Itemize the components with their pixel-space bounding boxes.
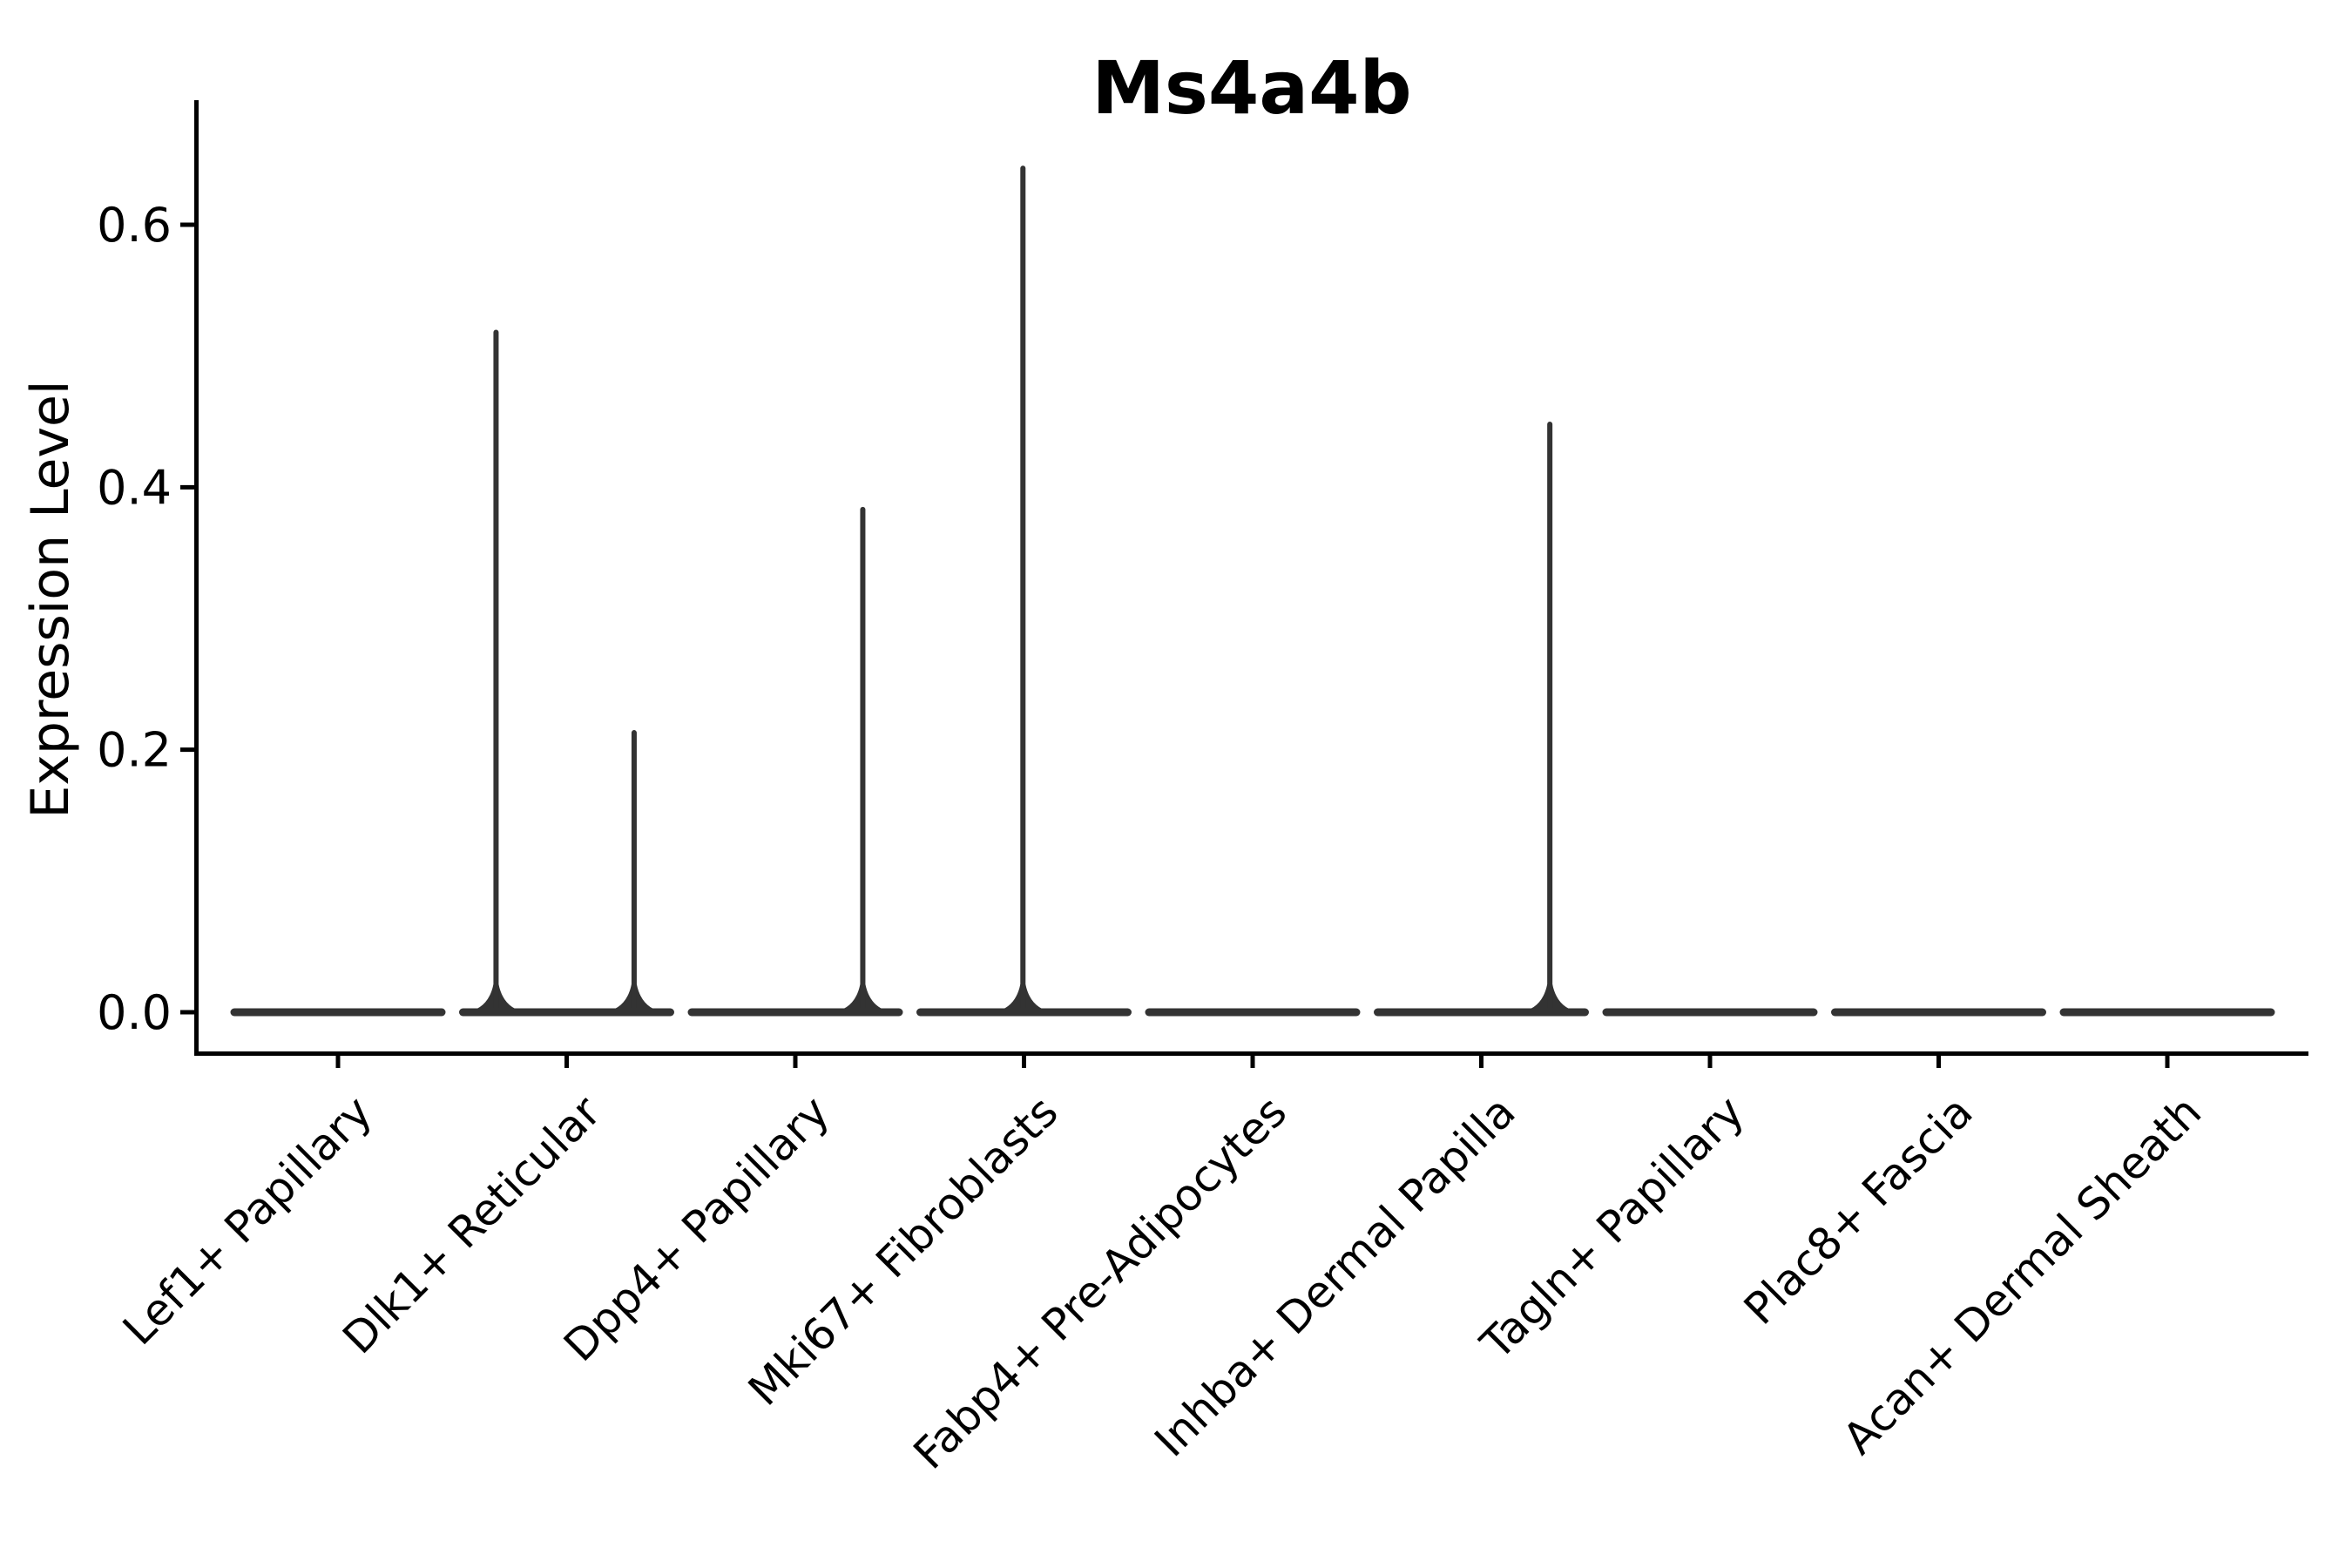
x-tick-label: Lef1+ Papillary xyxy=(113,1086,382,1355)
y-axis-tick-labels: 0.0 0.2 0.4 0.6 xyxy=(97,198,172,1040)
y-tick-label: 0.4 xyxy=(97,460,172,515)
axes-group xyxy=(180,100,2308,1068)
violin-2 xyxy=(459,329,674,1017)
y-tick-label: 0.2 xyxy=(97,723,172,778)
chart-title: Ms4a4b xyxy=(1092,45,1411,131)
y-axis-label: Expression Level xyxy=(20,380,81,818)
x-tick-label: Fabp4+ Pre-Adipocytes xyxy=(904,1086,1297,1479)
y-tick-label: 0.6 xyxy=(97,198,172,253)
violin-6 xyxy=(1374,421,1589,1017)
violins-group xyxy=(230,166,2275,1017)
x-tick-label: Plac8+ Fascia xyxy=(1734,1086,1983,1335)
violin-4 xyxy=(916,166,1132,1017)
x-tick-label: Inhba+ Dermal Papilla xyxy=(1145,1086,1524,1466)
y-tick-label: 0.0 xyxy=(97,985,172,1040)
violin-3 xyxy=(687,506,903,1017)
